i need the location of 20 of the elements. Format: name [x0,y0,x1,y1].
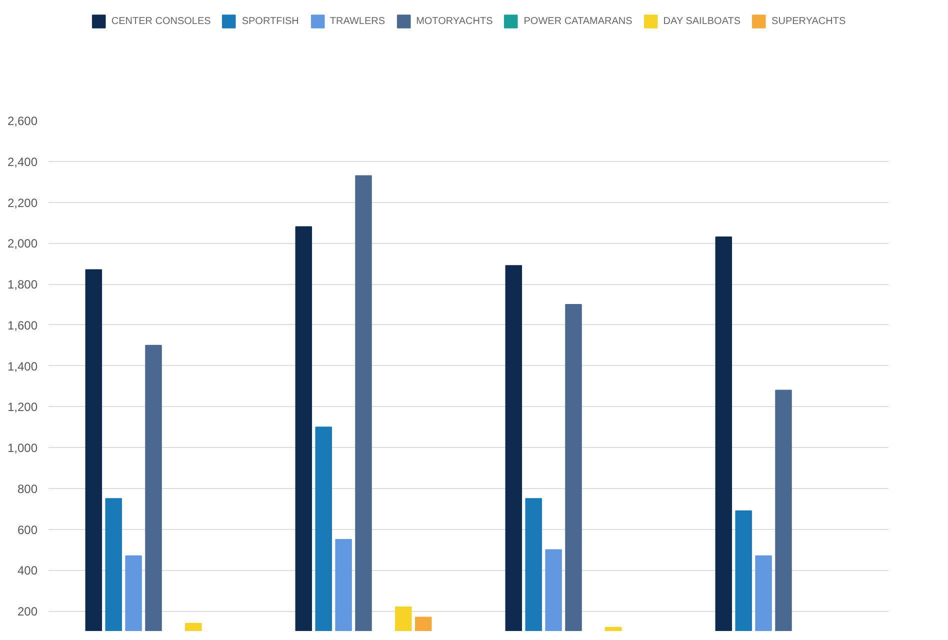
y-tick-label: 600 [17,522,38,537]
y-tick-label: 400 [17,564,38,578]
y-tick-label: 2,400 [7,154,38,169]
y-tick-label: 2,200 [7,196,38,210]
y-tick-label: 1,200 [7,400,38,414]
y-tick-label: 1,800 [7,278,38,292]
y-tick-label: 1,400 [7,359,38,374]
y-tick-label: 200 [17,604,38,619]
y-tick-label: 800 [17,482,38,496]
y-tick-label: 2,000 [7,236,38,251]
legend-label: DAY SAILBOATS [663,16,741,26]
legend-label: POWER CATAMARANS [524,16,632,26]
legend-label: TRAWLERS [330,16,386,26]
y-tick-label: 2,600 [7,114,38,128]
legend-label: SUPERYACHTS [772,16,846,26]
y-tick-label: 1,600 [7,318,38,332]
legend-label: CENTER CONSOLES [111,16,211,26]
legend-label: MOTORYACHTS [416,16,493,26]
y-tick-label: 1,000 [7,441,38,456]
legend-label: SPORTFISH [242,16,299,26]
